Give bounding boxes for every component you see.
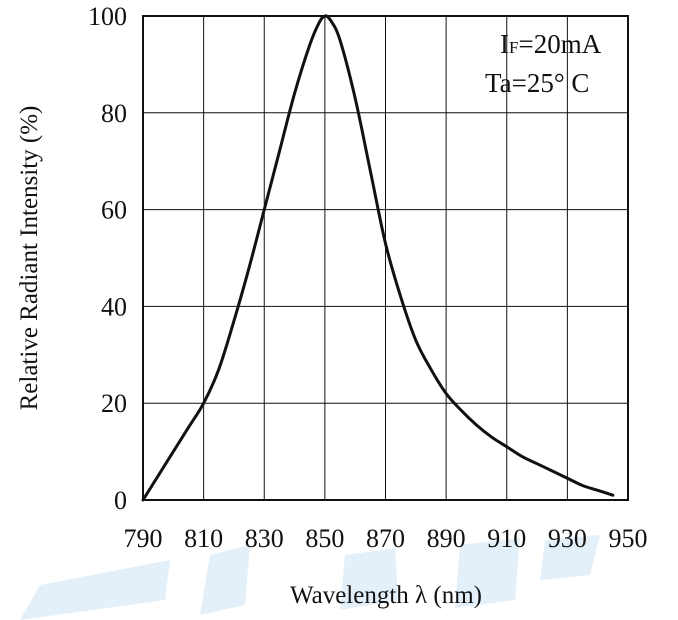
x-tick-label: 890 [427, 524, 466, 553]
y-tick-labels: 0 20 40 60 80 100 [88, 2, 127, 515]
x-tick-labels: 790 810 830 850 870 890 910 930 950 [124, 524, 648, 553]
x-tick-label: 850 [305, 524, 344, 553]
x-tick-label: 950 [609, 524, 648, 553]
y-tick-label: 40 [101, 292, 127, 321]
x-axis-label: Wavelength λ (nm) [290, 582, 482, 609]
current-symbol: I [500, 29, 509, 59]
series-line [141, 14, 615, 502]
x-tick-label: 930 [548, 524, 587, 553]
y-tick-label: 60 [101, 196, 127, 225]
y-tick-label: 20 [101, 389, 127, 418]
x-tick-label: 870 [366, 524, 405, 553]
current-value: =20mA [518, 29, 601, 59]
plot-frame [142, 15, 629, 501]
y-tick-label: 100 [88, 2, 127, 31]
watermark [20, 535, 600, 620]
y-tick-label: 0 [114, 486, 127, 515]
y-tick-label: 80 [101, 99, 127, 128]
x-tick-label: 790 [124, 524, 163, 553]
x-tick-label: 910 [487, 524, 526, 553]
x-tick-label: 830 [245, 524, 284, 553]
condition-annotation: IF=20mA Ta=25° C [485, 29, 602, 98]
forward-current-label: IF=20mA [500, 29, 602, 59]
current-subscript: F [509, 38, 518, 57]
ambient-temperature-label: Ta=25° C [485, 68, 589, 98]
y-axis-label: Relative Radiant Intensity (%) [16, 106, 43, 411]
x-tick-label: 810 [184, 524, 223, 553]
